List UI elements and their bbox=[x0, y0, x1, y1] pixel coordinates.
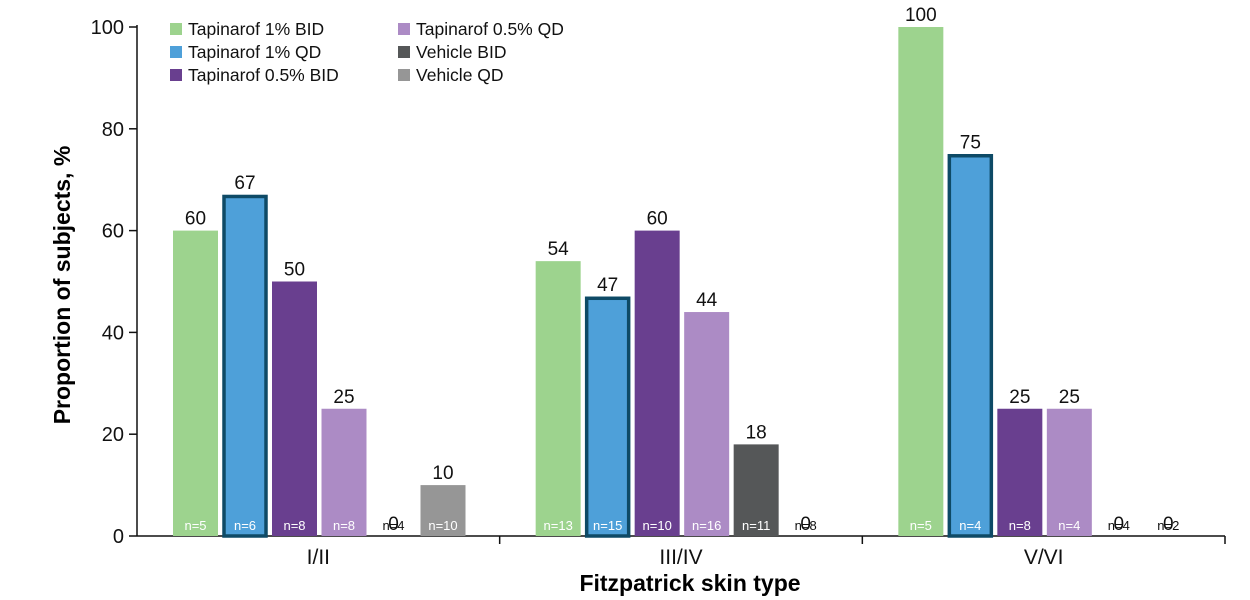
y-axis: 0 20 40 60 80 100 bbox=[91, 17, 138, 548]
bar-value-label: 75 bbox=[960, 132, 981, 153]
bar-n-label: n=5 bbox=[910, 518, 932, 533]
bar-value-label: 18 bbox=[746, 422, 767, 443]
legend-label: Tapinarof 1% QD bbox=[188, 42, 321, 62]
bar-value-label: 60 bbox=[647, 209, 668, 230]
y-tick-label: 60 bbox=[102, 221, 124, 243]
bar bbox=[733, 444, 779, 536]
legend: Tapinarof 1% BID Tapinarof 1% QD Tapinarof… bbox=[170, 19, 564, 85]
x-tick-label: V/VI bbox=[1024, 546, 1064, 569]
bar bbox=[634, 230, 680, 536]
bar-n-label: n=8 bbox=[1009, 518, 1031, 533]
bar-value-label: 0 bbox=[388, 514, 399, 535]
bar-n-label: n=8 bbox=[283, 518, 305, 533]
legend-swatch bbox=[170, 46, 182, 58]
bar-value-label: 10 bbox=[432, 463, 453, 484]
legend-label: Tapinarof 1% BID bbox=[188, 19, 324, 39]
bar bbox=[173, 230, 218, 536]
bar-n-label: n=10 bbox=[428, 518, 457, 533]
y-tick-label: 40 bbox=[102, 322, 124, 344]
legend-swatch bbox=[170, 69, 182, 81]
x-axis-title: Fitzpatrick skin type bbox=[579, 570, 800, 596]
legend-swatch bbox=[170, 23, 182, 35]
bar-value-label: 47 bbox=[597, 275, 618, 296]
bar-value-label: 67 bbox=[234, 173, 255, 194]
bar-value-label: 44 bbox=[696, 290, 718, 311]
legend-label: Tapinarof 0.5% QD bbox=[416, 19, 564, 39]
y-tick-label: 80 bbox=[102, 119, 124, 141]
bar-value-label: 100 bbox=[905, 5, 937, 26]
bar-value-label: 50 bbox=[284, 260, 305, 281]
bar-value-label: 0 bbox=[800, 514, 811, 535]
bar-value-label: 60 bbox=[185, 209, 206, 230]
x-axis: I/II III/IV V/VI bbox=[137, 535, 1226, 569]
bar-n-label: n=5 bbox=[184, 518, 206, 533]
bar-value-label: 25 bbox=[1009, 387, 1030, 408]
y-axis-title: Proportion of subjects, % bbox=[49, 146, 75, 425]
legend-swatch bbox=[398, 46, 410, 58]
bar-value-label: 25 bbox=[333, 387, 354, 408]
y-tick-label: 100 bbox=[91, 17, 124, 39]
y-tick-label: 20 bbox=[102, 424, 124, 446]
bar-n-label: n=16 bbox=[692, 518, 721, 533]
bar bbox=[420, 485, 466, 536]
bar-n-label: n=4 bbox=[1058, 518, 1080, 533]
x-tick-label: III/IV bbox=[659, 546, 702, 569]
legend-label: Vehicle BID bbox=[416, 42, 506, 62]
y-tick-label: 0 bbox=[113, 526, 124, 548]
bar-n-label: n=11 bbox=[742, 518, 770, 533]
bar-n-label: n=13 bbox=[544, 518, 573, 533]
bar-n-label: n=10 bbox=[643, 518, 672, 533]
bar bbox=[535, 261, 581, 536]
bar bbox=[272, 281, 317, 536]
legend-label: Tapinarof 0.5% BID bbox=[188, 65, 339, 85]
legend-swatch bbox=[398, 69, 410, 81]
bar-n-label: n=4 bbox=[1108, 518, 1130, 533]
x-tick-label: I/II bbox=[307, 546, 330, 569]
bars bbox=[173, 27, 1092, 538]
legend-swatch bbox=[398, 23, 410, 35]
bar-n-label: n=4 bbox=[382, 518, 404, 533]
bar bbox=[222, 194, 268, 538]
bar-value-label: 0 bbox=[1114, 514, 1125, 535]
bar-n-label: n=4 bbox=[959, 518, 981, 533]
bar-n-label: n=8 bbox=[333, 518, 355, 533]
bar bbox=[584, 296, 631, 538]
bar bbox=[1046, 408, 1092, 536]
bar-n-label: n=6 bbox=[234, 518, 256, 533]
bar bbox=[898, 27, 944, 536]
bar-value-label: 0 bbox=[1163, 514, 1174, 535]
bar bbox=[947, 154, 994, 538]
bar-value-label: 25 bbox=[1059, 387, 1080, 408]
bar-n-label: n=15 bbox=[593, 518, 622, 533]
bar bbox=[684, 312, 730, 536]
legend-label: Vehicle QD bbox=[416, 65, 504, 85]
bar bbox=[321, 408, 367, 536]
bar-value-label: 54 bbox=[548, 239, 570, 260]
bar bbox=[997, 408, 1043, 536]
bar-n-label: n=2 bbox=[1157, 518, 1179, 533]
bar-n-label: n=8 bbox=[795, 518, 817, 533]
